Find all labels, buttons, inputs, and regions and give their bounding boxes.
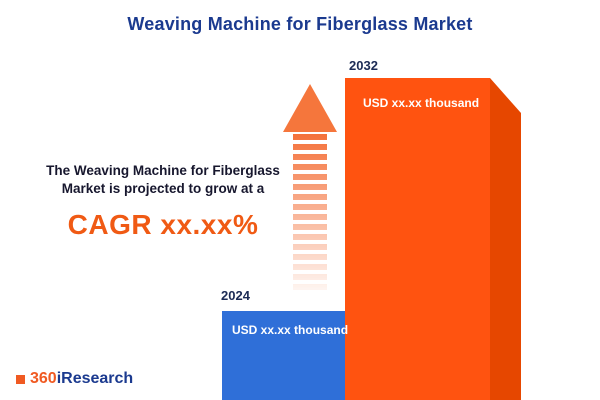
brand-logo: 360 iResearch (16, 370, 133, 388)
growth-arrow-head-icon (283, 84, 337, 132)
projection-line-2: Market is projected to grow at a (61, 181, 265, 197)
logo-square-icon (16, 374, 25, 384)
projection-text: The Weaving Machine for Fiberglass Marke… (8, 162, 318, 244)
projection-line-1: The Weaving Machine for Fiberglass (46, 163, 280, 178)
growth-arrow-dashes-icon (293, 134, 327, 292)
bar-2024-front (222, 311, 372, 400)
bar-2032-value-label: USD xx.xx thousand (363, 96, 480, 110)
year-label-2024: 2024 (221, 288, 250, 303)
logo-suffix: iResearch (56, 370, 134, 387)
bar-2032-side (490, 78, 521, 400)
page-title: Weaving Machine for Fiberglass Market (127, 14, 473, 34)
bar-2024-value-label: USD xx.xx thousand (232, 323, 349, 337)
year-label-2032: 2032 (349, 58, 378, 73)
logo-prefix: 360 (30, 370, 57, 387)
cagr-value: CAGR xx.xx% (67, 209, 259, 241)
bar-2032-front (345, 78, 490, 400)
